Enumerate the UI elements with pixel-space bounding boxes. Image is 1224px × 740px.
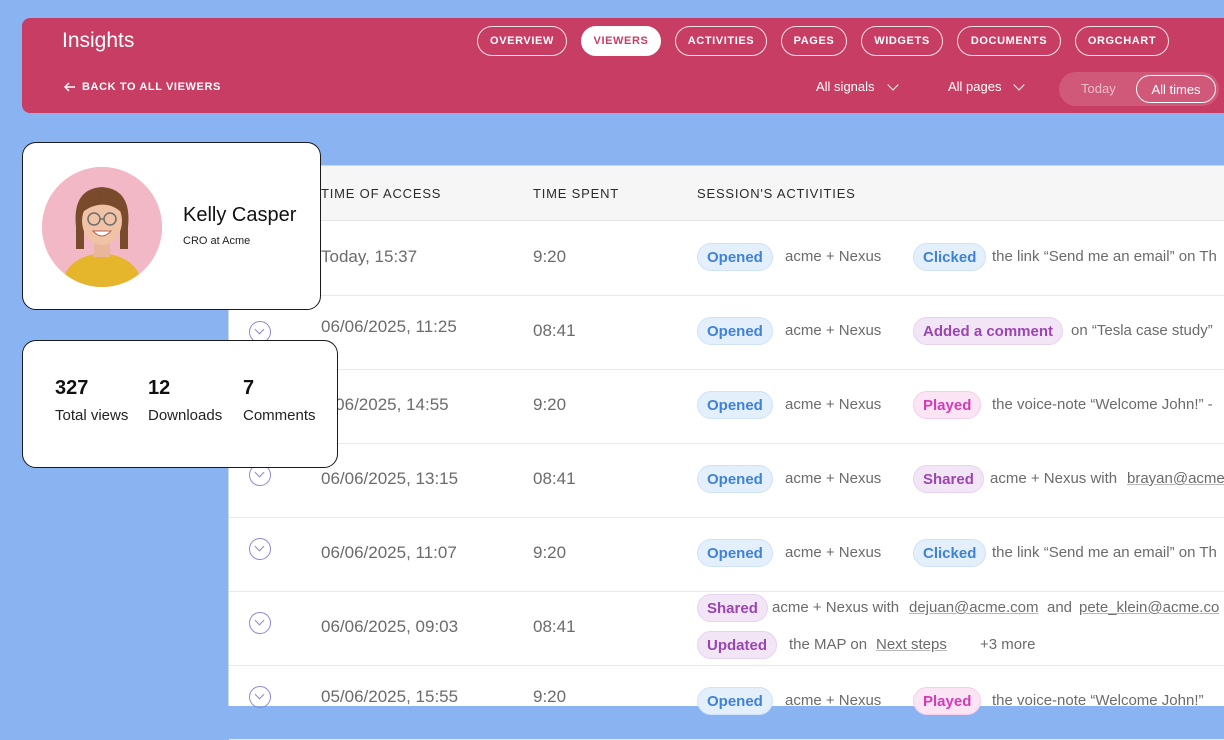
row-time: 06/06/2025, 11:07 [321, 543, 457, 562]
chevron-down-icon [886, 78, 899, 91]
activity-pill-clicked: Clicked [913, 539, 987, 567]
chevron-down-icon [1013, 78, 1026, 91]
signals-filter[interactable]: All signals [816, 78, 899, 94]
time-all-option[interactable]: All times [1136, 75, 1216, 103]
table-row: 06/06/2025, 11:25 08:41 Opened acme + Ne… [229, 295, 1224, 370]
sessions-table: TIME OF ACCESS TIME SPENT SESSION'S ACTI… [228, 165, 1224, 740]
table-row: 06/06/2025, 13:15 08:41 Opened acme + Ne… [229, 443, 1224, 518]
activity-pill-opened: Opened [697, 391, 773, 419]
row-spent: 08:41 [533, 321, 576, 340]
row-time: 06/06/2025, 13:15 [321, 469, 459, 488]
activity-text: acme + Nexus with [772, 599, 900, 616]
tab-orgchart[interactable]: ORGCHART [1075, 26, 1169, 56]
tab-widgets[interactable]: WIDGETS [861, 26, 943, 56]
activity-text: the voice-note “Welcome John!” [992, 692, 1204, 709]
activity-pill-opened: Opened [697, 687, 773, 715]
row-spent: 9:20 [533, 247, 567, 266]
activity-text: the MAP on [789, 636, 868, 653]
avatar [42, 167, 162, 287]
header-bar: Insights OVERVIEW VIEWERS ACTIVITIES PAG… [22, 18, 1224, 113]
signals-filter-label: All signals [816, 79, 875, 94]
email-link[interactable]: brayan@acme [1127, 470, 1224, 487]
more-activities-link[interactable]: +3 more [980, 636, 1036, 653]
activity-text: acme + Nexus [785, 544, 882, 561]
activity-text: acme + Nexus [785, 396, 882, 413]
expand-row-icon[interactable] [249, 686, 271, 708]
activity-pill-played: Played [913, 391, 982, 419]
row-time: Today, 15:37 [321, 247, 418, 266]
pages-filter-label: All pages [948, 79, 1002, 94]
tab-documents[interactable]: DOCUMENTS [957, 26, 1061, 56]
viewer-role: CRO at Acme [183, 235, 251, 247]
activity-pill-opened: Opened [697, 317, 773, 345]
col-time-spent: TIME SPENT [533, 186, 620, 201]
activity-pill-opened: Opened [697, 539, 773, 567]
time-today-option[interactable]: Today [1081, 81, 1116, 96]
activity-text: and [1047, 599, 1073, 616]
downloads-value: 12 [148, 377, 171, 399]
activity-pill-shared: Shared [913, 465, 984, 493]
email-link[interactable]: dejuan@acme.com [909, 599, 1039, 616]
back-to-viewers-link[interactable]: BACK TO ALL VIEWERS [64, 81, 221, 93]
person-portrait-icon [42, 167, 162, 287]
activity-text: the voice-note “Welcome John!” - [992, 396, 1213, 413]
activity-text: acme + Nexus with [990, 470, 1118, 487]
activity-pill-clicked: Clicked [913, 243, 987, 271]
expand-row-icon[interactable] [249, 538, 271, 560]
activity-text: acme + Nexus [785, 322, 882, 339]
viewer-name: Kelly Casper [183, 204, 297, 226]
tab-activities[interactable]: ACTIVITIES [675, 26, 767, 56]
activity-text: the link “Send me an email” on Th [992, 248, 1217, 265]
app-title: Insights [62, 29, 135, 52]
row-time: 6/06/2025, 14:55 [321, 395, 449, 414]
next-steps-link[interactable]: Next steps [876, 636, 947, 653]
activity-pill-updated: Updated [697, 631, 777, 659]
arrow-left-icon [64, 82, 75, 92]
table-row: Today, 15:37 9:20 Opened acme + Nexus Cl… [229, 221, 1224, 296]
email-link[interactable]: pete_klein@acme.co [1079, 599, 1220, 616]
activity-text: on “Tesla case study” [1071, 322, 1213, 339]
pages-filter[interactable]: All pages [948, 78, 1026, 94]
row-spent: 08:41 [533, 617, 576, 636]
activity-text: the link “Send me an email” on Th [992, 544, 1217, 561]
activity-pill-comment: Added a comment [913, 317, 1064, 345]
row-spent: 9:20 [533, 395, 567, 414]
activity-text: acme + Nexus [785, 470, 882, 487]
col-time-of-access: TIME OF ACCESS [321, 186, 442, 201]
tab-pages[interactable]: PAGES [781, 26, 847, 56]
expand-row-icon[interactable] [249, 612, 271, 634]
table-row: 06/06/2025, 09:03 08:41 Shared acme + Ne… [229, 591, 1224, 666]
time-range-toggle: Today All times [1059, 72, 1219, 106]
downloads-label: Downloads [148, 407, 223, 424]
table-row: 6/06/2025, 14:55 9:20 Opened acme + Nexu… [229, 369, 1224, 444]
activity-pill-opened: Opened [697, 465, 773, 493]
activity-text: acme + Nexus [785, 692, 882, 709]
row-time: 06/06/2025, 09:03 [321, 617, 459, 636]
activity-pill-played: Played [913, 687, 982, 715]
row-spent: 08:41 [533, 469, 576, 488]
comments-label: Comments [243, 407, 316, 424]
row-time: 05/06/2025, 15:55 [321, 687, 459, 706]
activity-pill-opened: Opened [697, 243, 773, 271]
row-spent: 9:20 [533, 687, 567, 706]
tab-overview[interactable]: OVERVIEW [477, 26, 567, 56]
activity-text: acme + Nexus [785, 248, 882, 265]
col-session-activities: SESSION'S ACTIVITIES [697, 186, 856, 201]
viewer-profile-card: Kelly Casper CRO at Acme [22, 142, 321, 310]
table-row: 05/06/2025, 15:55 9:20 Opened acme + Nex… [229, 665, 1224, 740]
back-label: BACK TO ALL VIEWERS [82, 81, 221, 93]
row-time: 06/06/2025, 11:25 [321, 317, 457, 336]
activity-pill-shared: Shared [697, 594, 768, 622]
viewer-stats-card: 327 Total views 12 Downloads 7 Comments [22, 340, 338, 468]
table-row: 06/06/2025, 11:07 9:20 Opened acme + Nex… [229, 517, 1224, 592]
total-views-value: 327 [55, 377, 89, 399]
comments-value: 7 [243, 377, 255, 399]
total-views-label: Total views [55, 407, 129, 424]
tab-viewers[interactable]: VIEWERS [581, 26, 661, 56]
row-spent: 9:20 [533, 543, 567, 562]
table-header: TIME OF ACCESS TIME SPENT SESSION'S ACTI… [229, 166, 1224, 221]
